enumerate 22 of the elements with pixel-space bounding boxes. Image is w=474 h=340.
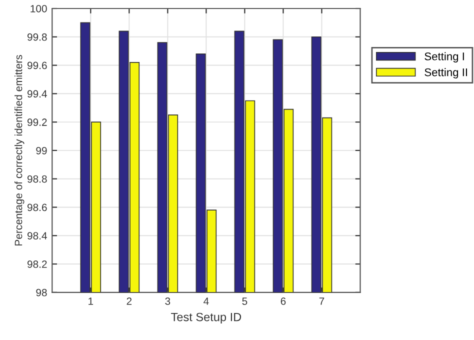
x-tick-label: 6	[280, 298, 286, 305]
x-tick-label: 5	[242, 298, 248, 305]
y-tick-label: 98.6	[27, 204, 47, 212]
x-tick-label: 3	[165, 298, 170, 305]
x-tick-label: 4	[204, 298, 209, 305]
y-tick-label: 99	[36, 146, 47, 154]
legend-label: Setting I	[424, 52, 464, 62]
y-tick-label: 99.4	[27, 90, 47, 98]
x-tick-label: 2	[126, 298, 132, 305]
x-tick-label: 1	[88, 298, 94, 305]
y-tick-label: 98.4	[27, 232, 47, 240]
y-tick-label: 99.6	[27, 62, 47, 70]
y-axis-title: Percentage of correctly identified emitters	[14, 55, 24, 246]
legend-label: Setting II	[424, 68, 468, 78]
y-tick-label: 98.8	[27, 175, 47, 183]
y-tick-label: 98	[36, 288, 47, 296]
y-tick-label: 98.2	[27, 260, 47, 268]
y-tick-label: 100	[30, 5, 47, 12]
x-axis-title: Test Setup ID	[171, 312, 242, 324]
y-tick-label: 99.2	[27, 118, 47, 126]
y-tick-label: 99.8	[27, 33, 47, 41]
x-tick-label: 7	[319, 298, 324, 305]
